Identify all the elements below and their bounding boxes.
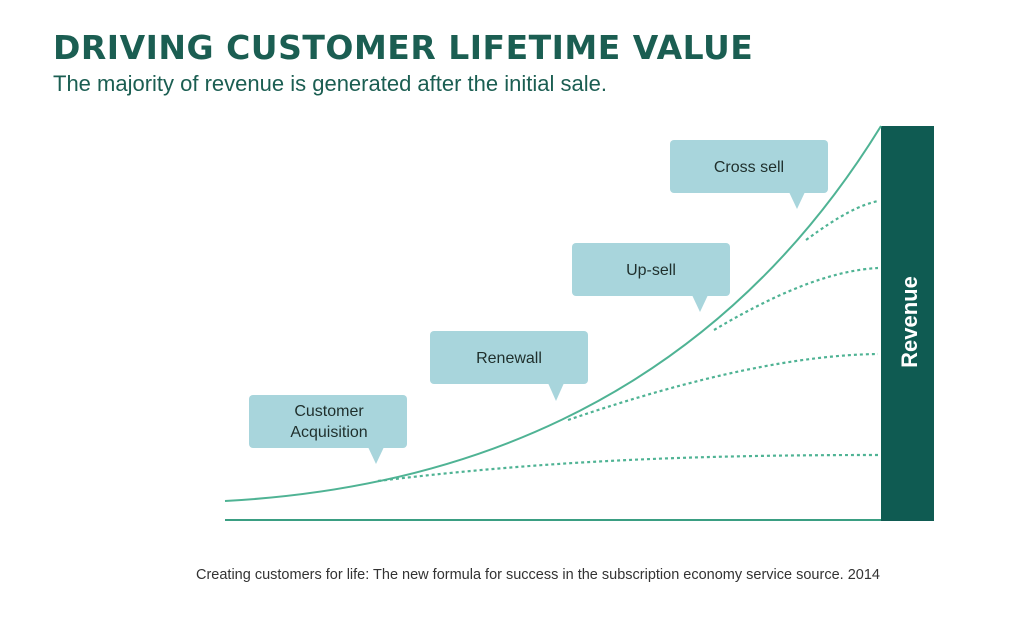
callout-pointer [789,192,805,209]
callout-customer-acquisition: Customer Acquisition [249,395,407,464]
callout-bubble [572,243,730,296]
callout-pointer [692,295,708,312]
revenue-label: Revenue [897,276,922,368]
callout-label-line: Up-sell [626,262,676,279]
callout-bubble [670,140,828,193]
callout-label-line: Cross sell [714,159,784,176]
source-citation: Creating customers for life: The new for… [196,567,880,583]
callout-pointer [368,447,384,464]
callout-bubble [249,395,407,448]
callout-label-line: Renewall [476,350,542,367]
callout-bubble [430,331,588,384]
growth-curve [224,125,882,502]
revenue-bar [881,126,934,521]
plateau-curve-crosssell [805,199,879,241]
callout-pointer [548,383,564,401]
page-title: DRIVING CUSTOMER LIFETIME VALUE [53,28,754,67]
plateau-curve-upsell [713,266,879,331]
callout-renewal: Renewall [430,331,588,401]
callout-cross-sell: Cross sell [670,140,828,209]
callout-label-line: Customer [294,403,364,420]
callout-label-line: Acquisition [290,424,367,441]
page-subtitle: The majority of revenue is generated aft… [53,71,607,96]
plateau-curve-renewal [567,352,879,422]
callout-upsell: Up-sell [572,243,730,312]
plateau-curve-acquisition [377,453,879,483]
